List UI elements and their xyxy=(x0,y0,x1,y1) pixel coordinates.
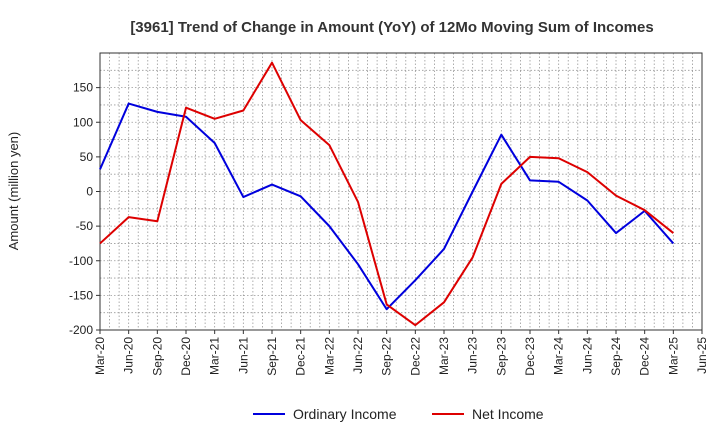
x-tick-label: Jun-21 xyxy=(236,337,250,374)
x-tick-label: Dec-24 xyxy=(638,337,652,376)
x-tick-label: Mar-24 xyxy=(552,337,566,375)
x-tick-label: Dec-20 xyxy=(179,337,193,376)
x-tick-label: Sep-24 xyxy=(609,337,623,376)
x-tick-label: Jun-22 xyxy=(351,337,365,374)
x-tick-label: Mar-21 xyxy=(208,337,222,375)
x-tick-label: Jun-23 xyxy=(466,337,480,374)
legend: Ordinary Income Net Income xyxy=(253,406,544,422)
x-tick-label: Dec-22 xyxy=(408,337,422,376)
x-tick-label: Mar-22 xyxy=(322,337,336,375)
legend-label-net-income: Net Income xyxy=(472,406,544,422)
x-tick-label: Sep-22 xyxy=(380,337,394,376)
y-tick-label: -100 xyxy=(69,254,93,268)
y-tick-label: -150 xyxy=(69,288,93,302)
grid xyxy=(99,53,703,330)
x-tick-label: Jun-25 xyxy=(695,337,709,374)
x-tick-label: Mar-23 xyxy=(437,337,451,375)
legend-label-ordinary-income: Ordinary Income xyxy=(293,406,397,422)
x-tick-label: Jun-20 xyxy=(122,337,136,374)
y-tick-label: 100 xyxy=(73,115,93,129)
y-tick-label: -50 xyxy=(76,219,94,233)
y-tick-label: -200 xyxy=(69,323,93,337)
series-line-net-income xyxy=(99,61,674,327)
y-tick-label: 150 xyxy=(73,81,93,95)
x-tick-label: Dec-21 xyxy=(294,337,308,376)
y-tick-label: 50 xyxy=(80,150,94,164)
x-tick-label: Sep-23 xyxy=(494,337,508,376)
x-tick-label: Mar-25 xyxy=(666,337,680,375)
x-tick-label: Sep-20 xyxy=(150,337,164,376)
series-line-ordinary-income xyxy=(99,102,675,311)
x-tick-label: Sep-21 xyxy=(265,337,279,376)
x-tick-label: Jun-24 xyxy=(580,337,594,374)
chart-title: [3961] Trend of Change in Amount (YoY) o… xyxy=(130,19,653,36)
x-tick-label: Mar-20 xyxy=(93,337,107,375)
y-axis-label: Amount (million yen) xyxy=(6,132,21,251)
y-tick-label: 0 xyxy=(86,185,93,199)
series-lines xyxy=(99,61,675,327)
x-tick-label: Dec-23 xyxy=(523,337,537,376)
